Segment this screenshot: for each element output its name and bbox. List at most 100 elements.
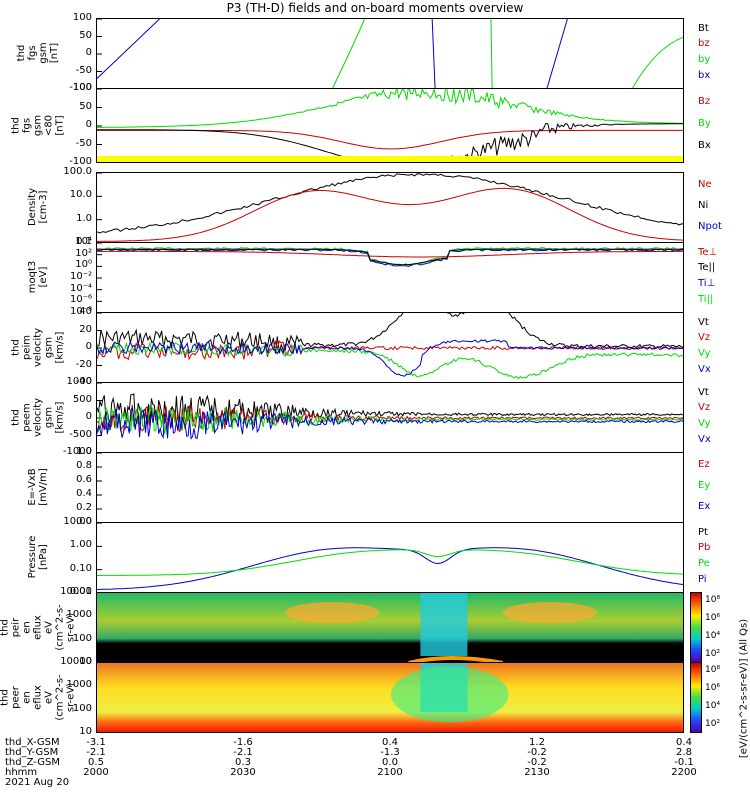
series-blue [97, 339, 683, 377]
ytick-efield: 0.0 [76, 516, 92, 527]
legend-ve-vx: Vx [698, 434, 711, 446]
colorbar-unit: [eV/(cm^2-s-sr-eV)] (All Qs) [736, 590, 750, 790]
ytick-ve: -1000 [62, 446, 92, 457]
ytick-ion-spec: 100 [72, 632, 92, 644]
legend-ve-vz: Vz [698, 402, 711, 414]
series-black [97, 122, 683, 162]
ytick-density: 0.1 [76, 236, 92, 247]
legend-pressure-pi: Pi [698, 574, 707, 586]
ytick-ve: 500 [72, 393, 92, 405]
series-blue [97, 19, 161, 79]
panel-fgs [96, 18, 684, 89]
legend-fgs-lo-bz: Bz [698, 96, 711, 108]
plot-ve [97, 383, 683, 440]
legend-fgs-lo-bx: Bx [698, 139, 711, 151]
ytick-vi: 40 [79, 306, 92, 317]
colorbar-tick: 10⁴ [705, 701, 721, 711]
ylabel-ion-spec: thd peir en eflux eV (cm^2-s-sr-eV) [0, 603, 77, 651]
ytick-temp: 10⁴ [75, 236, 92, 247]
legend-fgs-by: by [698, 54, 711, 66]
colorbar-tick: 10² [705, 649, 721, 659]
ylabel-temp: moqt3 [eV] [27, 260, 49, 294]
xaxis-tick-z: -0.1 [674, 757, 694, 768]
chart-title: P3 (TH-D) fields and on-board moments ov… [226, 1, 524, 15]
ytick-efield: 0.2 [76, 502, 92, 513]
ytick-efield: 0.8 [76, 460, 92, 471]
xaxis-tick-x: 0.4 [676, 737, 692, 748]
ytick-temp: 10⁻⁶ [69, 294, 92, 306]
legend-temp-ti⊥: Ti⊥ [698, 278, 716, 290]
legend-efield-ey: Ey [698, 479, 711, 491]
legend-density-ne: Ne [698, 179, 712, 191]
xaxis-tick-z: 0.3 [235, 757, 251, 768]
series-black [97, 248, 683, 266]
xaxis-tick-t: 2000 [83, 767, 109, 778]
legend-fgs-bx: bx [698, 70, 711, 82]
panel-fgs-lo [96, 88, 684, 163]
legend-fgs-bz: bz [698, 38, 710, 50]
panel-density [96, 172, 684, 243]
ytick-pressure: 10.00 [63, 516, 92, 527]
series-green [97, 341, 683, 380]
series-green [97, 405, 683, 435]
ytick-fgs: -50 [75, 64, 92, 76]
ytick-fgs: 0 [85, 47, 92, 58]
plot-ion-spec [97, 593, 683, 662]
legend-vi-vy: Vy [698, 348, 711, 360]
quality-flag-bar [97, 156, 683, 162]
ytick-ve: 0 [85, 411, 92, 422]
ylabel-elec-spec: thd peer en eflux eV (cm^2-s-sr-eV) [0, 673, 77, 721]
legend-vi-vt: Vt [698, 316, 709, 328]
ytick-fgs-lo: -50 [75, 137, 92, 149]
legend-fgs-bt: Bt [698, 22, 709, 34]
xaxis-row-label: thd_X-GSM [5, 737, 60, 748]
ytick-temp: 10⁻⁴ [69, 282, 92, 294]
panel-ve [96, 382, 684, 453]
legend-density-ni: Ni [698, 199, 709, 211]
legend-pressure-pt: Pt [698, 526, 708, 538]
legend-ve-vy: Vy [698, 418, 711, 430]
panel-pressure [96, 522, 684, 593]
spectrogram-core [420, 593, 468, 656]
plot-density [97, 173, 683, 242]
spectrogram-bg [97, 663, 683, 732]
colorbar-elec-spec [690, 662, 702, 733]
ytick-pressure: 1.00 [69, 539, 92, 551]
ytick-fgs-lo: 100 [72, 82, 92, 93]
series-red [97, 340, 683, 361]
ytick-temp: 10² [75, 247, 92, 259]
ytick-fgs: 50 [79, 29, 92, 41]
ytick-fgs-lo: -100 [69, 156, 92, 167]
panel-temp [96, 242, 684, 313]
xaxis-tick-t: 2030 [230, 767, 256, 778]
series-red [97, 250, 683, 258]
ytick-elec-spec: 100 [72, 702, 92, 714]
xaxis-tick-t: 2200 [671, 767, 697, 778]
series-green [332, 19, 366, 88]
xaxis-tick-x: 1.2 [529, 737, 545, 748]
legend-pressure-pb: Pb [698, 542, 711, 554]
ytick-ion-spec: 1000 [66, 609, 92, 621]
ytick-fgs: 100 [72, 12, 92, 23]
xaxis-tick-x: 0.4 [382, 737, 398, 748]
ytick-temp: 10⁻⁸ [69, 306, 92, 317]
plot-pressure [97, 523, 683, 590]
plot-date: 2021 Aug 20 [5, 777, 70, 788]
ylabel-density: Density [cm-3] [27, 187, 49, 227]
legend-pressure-pe: Pe [698, 558, 710, 570]
series-red [97, 129, 683, 150]
xaxis-tick-y: -0.2 [527, 747, 547, 758]
ytick-elec-spec: 1000 [66, 679, 92, 691]
legend-efield-ex: Ex [698, 500, 711, 512]
ytick-vi: 0 [85, 341, 92, 352]
xaxis-row-label: thd_Y-GSM [5, 747, 59, 758]
series-black [97, 313, 683, 354]
ytick-ion-spec: 10 [79, 656, 92, 667]
legend-vi-vx: Vx [698, 364, 711, 376]
plot-vi [97, 313, 683, 380]
plot-efield [97, 453, 102, 510]
plot-fgs-lo [97, 89, 683, 162]
legend-density-npot: Npot [698, 220, 722, 232]
ytick-temp: 10⁰ [75, 259, 92, 271]
colorbar-tick: 10⁶ [705, 683, 721, 693]
